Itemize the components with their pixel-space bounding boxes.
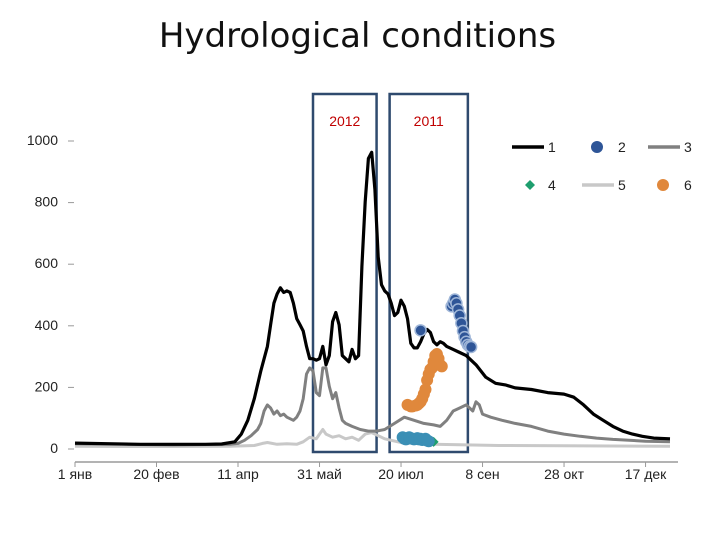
highlight-box bbox=[311, 92, 378, 454]
y-tick-label: 0 bbox=[50, 440, 58, 456]
x-tick-label: 20 июл bbox=[378, 466, 424, 482]
series-6-point bbox=[419, 383, 432, 396]
legend-2-swatch bbox=[591, 141, 603, 153]
x-tick-label: 17 дек bbox=[625, 466, 667, 482]
series-2-point bbox=[414, 324, 427, 337]
y-tick-label: 800 bbox=[35, 194, 59, 210]
x-tick-label: 20 фев bbox=[133, 466, 179, 482]
legend-3-label: 3 bbox=[684, 139, 692, 155]
x-tick-label: 31 май bbox=[297, 466, 342, 482]
legend-4-swatch bbox=[525, 180, 535, 190]
legend-4-label: 4 bbox=[548, 177, 556, 193]
highlight-box bbox=[388, 92, 470, 454]
x-tick-label: 8 сен bbox=[465, 466, 499, 482]
series-3-line bbox=[74, 366, 671, 447]
highlight-box-label: 2012 bbox=[329, 113, 360, 129]
x-axis: 1 янв 20 фев 11 апр 31 май 20 июл 8 сен 28 окт… bbox=[58, 461, 678, 482]
highlight-box-label: 2011 bbox=[414, 113, 444, 129]
x-tick-label: 28 окт bbox=[544, 466, 585, 482]
x-tick-label: 11 апр bbox=[217, 466, 259, 482]
y-tick-label: 200 bbox=[35, 378, 59, 394]
legend-6-label: 6 bbox=[684, 177, 692, 193]
page-title: Hydrological conditions bbox=[158, 16, 557, 56]
series-1-line bbox=[74, 150, 671, 446]
legend-5-label: 5 bbox=[618, 177, 626, 193]
y-tick-label: 600 bbox=[35, 255, 59, 271]
x-tick-label: 1 янв bbox=[58, 466, 92, 482]
y-tick-label: 1000 bbox=[27, 132, 58, 148]
series-2-point bbox=[464, 340, 478, 354]
series-teal-point bbox=[422, 435, 435, 448]
series-layer bbox=[74, 150, 671, 448]
series-6-point bbox=[435, 360, 448, 373]
legend-1-label: 1 bbox=[548, 139, 556, 155]
highlight-boxes: 2012 2011 bbox=[311, 92, 470, 454]
legend-6-swatch bbox=[657, 179, 669, 191]
y-tick-label: 400 bbox=[35, 317, 59, 333]
y-axis: 0 200 400 600 800 1000 bbox=[27, 132, 74, 456]
legend-2-label: 2 bbox=[618, 139, 626, 155]
legend: 1 2 3 4 5 6 bbox=[512, 139, 692, 193]
